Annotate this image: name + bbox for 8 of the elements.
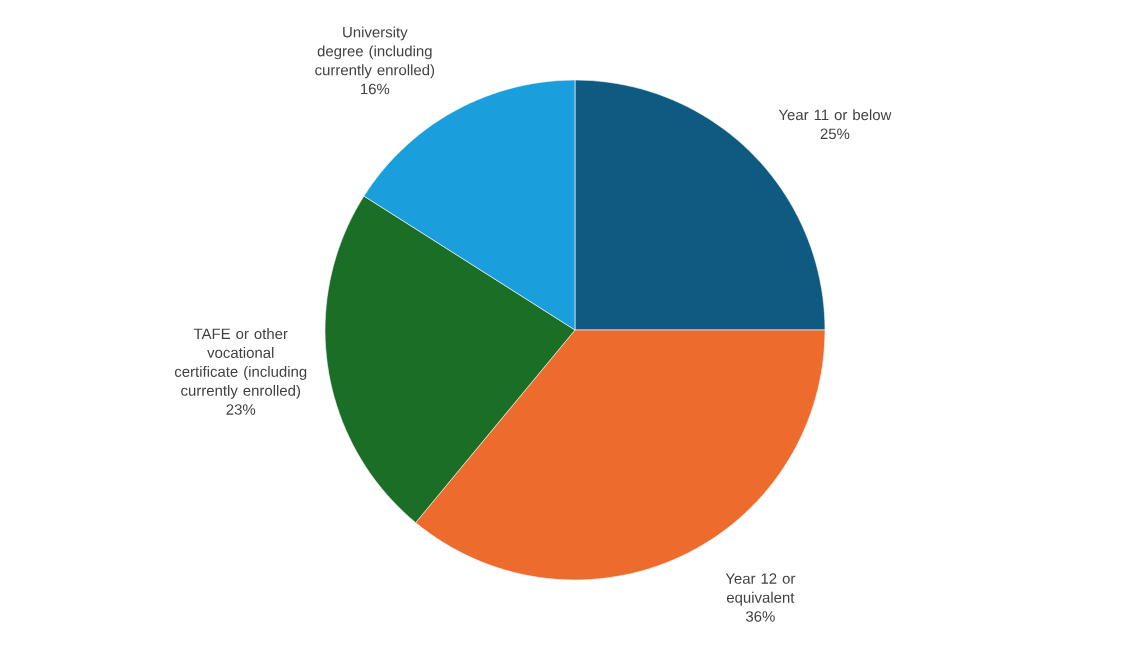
slice-label: Year 12 or equivalent bbox=[725, 573, 796, 606]
data-label: 16% bbox=[361, 83, 390, 95]
data-label: 25% bbox=[820, 128, 850, 140]
data-label: 23% bbox=[226, 404, 256, 415]
data-label: 36% bbox=[745, 611, 775, 622]
slice-label: Year 11 or below bbox=[778, 109, 892, 121]
slice-label: TAFE or other vocational certificate (including currently enrolled) bbox=[174, 328, 307, 399]
slice-label: University degree (including currently enrolled) bbox=[315, 26, 435, 79]
